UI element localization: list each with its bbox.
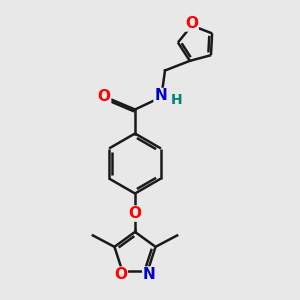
Text: H: H <box>170 93 182 107</box>
Text: N: N <box>154 88 167 104</box>
Text: O: O <box>185 16 198 31</box>
Text: O: O <box>128 206 142 221</box>
Text: N: N <box>143 267 156 282</box>
Text: O: O <box>114 267 127 282</box>
Text: O: O <box>98 89 111 104</box>
